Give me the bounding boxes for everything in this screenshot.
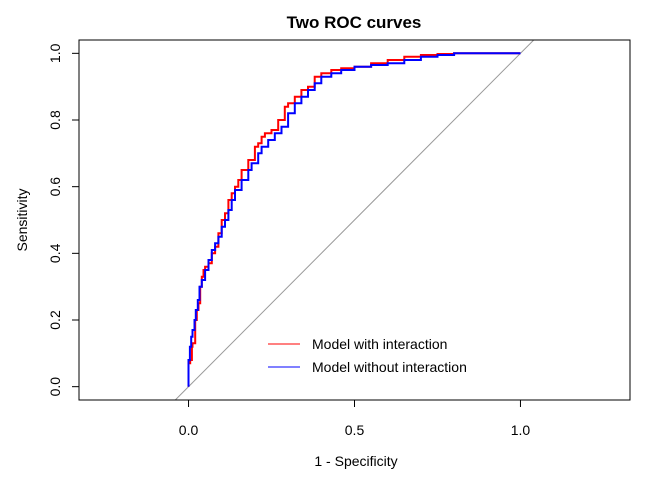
- legend-label-2: Model without interaction: [312, 359, 467, 375]
- x-tick-label: 0.0: [179, 422, 199, 438]
- y-axis-label: Sensitivity: [14, 188, 30, 251]
- chart-title: Two ROC curves: [287, 13, 422, 32]
- x-axis-label: 1 - Specificity: [314, 453, 397, 469]
- plot-area: [174, 40, 535, 400]
- x-tick-label: 0.5: [345, 422, 365, 438]
- y-tick-label: 0.8: [47, 110, 63, 130]
- y-axis: 0.0 0.2 0.4 0.6 0.8 1.0: [47, 43, 80, 397]
- y-tick-label: 0.0: [47, 377, 63, 397]
- y-tick-label: 0.6: [47, 177, 63, 197]
- y-tick-label: 0.2: [47, 310, 63, 330]
- x-axis: 0.0 0.5 1.0: [179, 399, 531, 438]
- series-line-2: [187, 52, 521, 387]
- reference-diagonal-line: [174, 40, 535, 400]
- x-tick-label: 1.0: [511, 422, 531, 438]
- legend: Model with interaction Model without inte…: [268, 336, 467, 375]
- y-tick-label: 1.0: [47, 43, 63, 63]
- y-tick-label: 0.4: [47, 243, 63, 263]
- legend-label-1: Model with interaction: [312, 336, 447, 352]
